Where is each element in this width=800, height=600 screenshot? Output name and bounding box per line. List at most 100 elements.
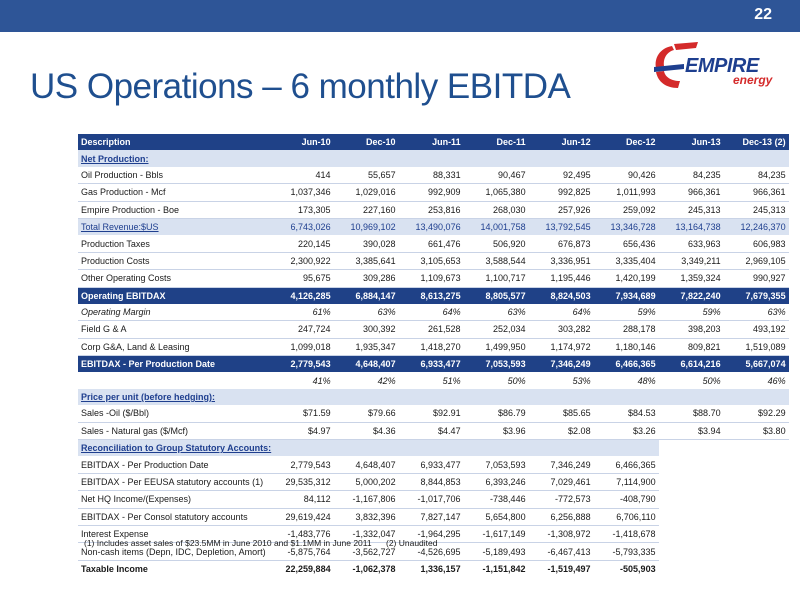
cell-value: 3,588,544 [463,252,529,271]
cell-value: 50% [702,375,721,386]
cell-value: -5,875,764 [268,542,334,561]
cell-value: 1,420,199 [593,269,659,288]
reconciliation-row: Net HQ Income/(Expenses) 84,112 -1,167,806… [78,490,789,509]
logo-subtext: energy [733,73,773,87]
cell-value: 661,476 [398,235,464,253]
cell-value: 7,934,689 [593,287,659,304]
cell-value [724,560,789,577]
empire-energy-logo: EMPIRE energy [650,38,780,96]
cell-value: -1,964,295 [398,525,464,544]
cell-value: 3,349,211 [658,252,724,271]
cell-value: 1,099,018 [268,338,334,357]
page-number: 22 [754,6,772,23]
cell-value: 3,832,396 [333,508,399,526]
cell-value: 41% [312,375,331,386]
footnote-2: (2) Unaudited [385,538,438,548]
row-label: Gas Production - Mcf [78,183,269,202]
ebitdax-margin-row: 41% 42% 51% 50% 53% 48% 50% 46% [78,372,789,388]
cell-value: -1,017,706 [398,490,464,509]
cell-value: -1,308,972 [528,525,594,544]
cell-value: 8,613,275 [398,287,464,304]
cell-value: 606,983 [723,235,789,253]
reconciliation-row: EBITDAX - Per Consol statutory accounts 2… [78,508,789,526]
empty-cell [724,440,789,457]
row-label: Operating EBITDAX [78,287,269,304]
cell-value: 51% [442,375,461,386]
cell-value: 300,392 [333,320,399,339]
cell-value: 309,286 [333,269,399,288]
cell-value: 6,393,246 [463,473,529,492]
cell-value [724,543,789,560]
cell-value: 59% [658,303,724,322]
row-label: Operating Margin [78,303,269,322]
ga-row: Corp G&A, Land & Leasing 1,099,018 1,935,3… [78,338,789,357]
net-production-heading: Net Production: [78,150,789,167]
cell-value: 13,346,728 [593,218,659,236]
cell-value: 2,969,105 [723,252,789,271]
cell-value: -1,519,497 [528,559,594,578]
cell-value: -6,467,413 [528,542,594,561]
cell-value: $86.79 [463,405,529,423]
row-label: Net HQ Income/(Expenses) [78,490,269,509]
operating-ebitdax-row: Operating EBITDAX 4,126,285 6,884,147 8,613… [78,287,789,304]
cell-value: 1,037,346 [268,183,334,202]
cell-value [659,525,724,542]
cell-value: 7,053,593 [463,355,529,373]
row-label: Price per unit (before hedging): [78,388,789,406]
cell-value: 7,679,355 [723,287,789,304]
cell-value: 245,313 [658,201,724,219]
cell-value [659,456,724,473]
cell-value: 1,011,993 [593,183,659,202]
cell-value: 493,192 [723,320,789,339]
cell-value: 22,259,884 [268,559,334,578]
cell-value: 992,825 [528,183,594,202]
cell-value: 4,648,407 [333,355,399,373]
cell-value: Dec-10 [333,134,399,151]
cell-value: 4,648,407 [333,456,399,474]
cell-value: 261,528 [398,320,464,339]
cell-value: 42% [377,375,396,386]
cell-value [659,560,724,577]
cell-value: 64% [398,303,464,322]
cell-value: 656,436 [593,235,659,253]
cell-value: -4,526,695 [398,542,464,561]
cell-value: 3,385,641 [333,252,399,271]
cell-value: Dec-11 [463,134,529,151]
cell-value: 8,844,853 [398,473,464,492]
cell-value: 253,816 [398,201,464,219]
cell-value: 992,909 [398,183,464,202]
cell-value [659,491,724,508]
cell-value: 64% [528,303,594,322]
table-header-row: Description Jun-10 Dec-10 Jun-11 Dec-11 Jun-1… [78,134,789,151]
logo-wordmark: EMPIRE [685,55,759,77]
row-label: Description [78,134,269,151]
cell-value: 95,675 [268,269,334,288]
cell-value: 59% [593,303,659,322]
cell-value: 1,109,673 [398,269,464,288]
row-label: Empire Production - Boe [78,201,269,219]
reconciliation-row: EBITDAX - Per EEUSA statutory accounts (… [78,473,789,492]
cell-value: 633,963 [658,235,724,253]
row-label: Sales -Oil ($/Bbl) [78,405,269,423]
cell-value: -1,167,806 [333,490,399,509]
cell-value: Jun-12 [528,134,594,151]
cell-value: 7,029,461 [528,473,594,492]
price-row: Sales -Oil ($/Bbl) $71.59 $79.66 $92.91 $86.… [78,405,789,423]
cell-value: -1,418,678 [593,525,659,544]
footnotes: (1) Includes asset sales of $23.5MM in J… [84,538,450,548]
cell-value: 63% [723,303,789,322]
cell-value: 3,336,951 [528,252,594,271]
cost-row: Other Operating Costs 95,675 309,286 1,109,… [78,269,789,288]
cell-value: 48% [637,375,656,386]
cell-value: Jun-11 [398,134,464,151]
cell-value: 506,920 [463,235,529,253]
production-row: Empire Production - Boe 173,305 227,160 253… [78,201,789,219]
cell-value: 3,335,404 [593,252,659,271]
cell-value: 6,466,365 [593,456,659,474]
cost-row: Production Costs 2,300,922 3,385,641 3,105,… [78,252,789,271]
cell-value [659,473,724,490]
cell-value: $3.94 [658,422,724,441]
cell-value: 257,926 [528,201,594,219]
cell-value: 1,418,270 [398,338,464,357]
row-label: Interest Expense [78,525,269,544]
